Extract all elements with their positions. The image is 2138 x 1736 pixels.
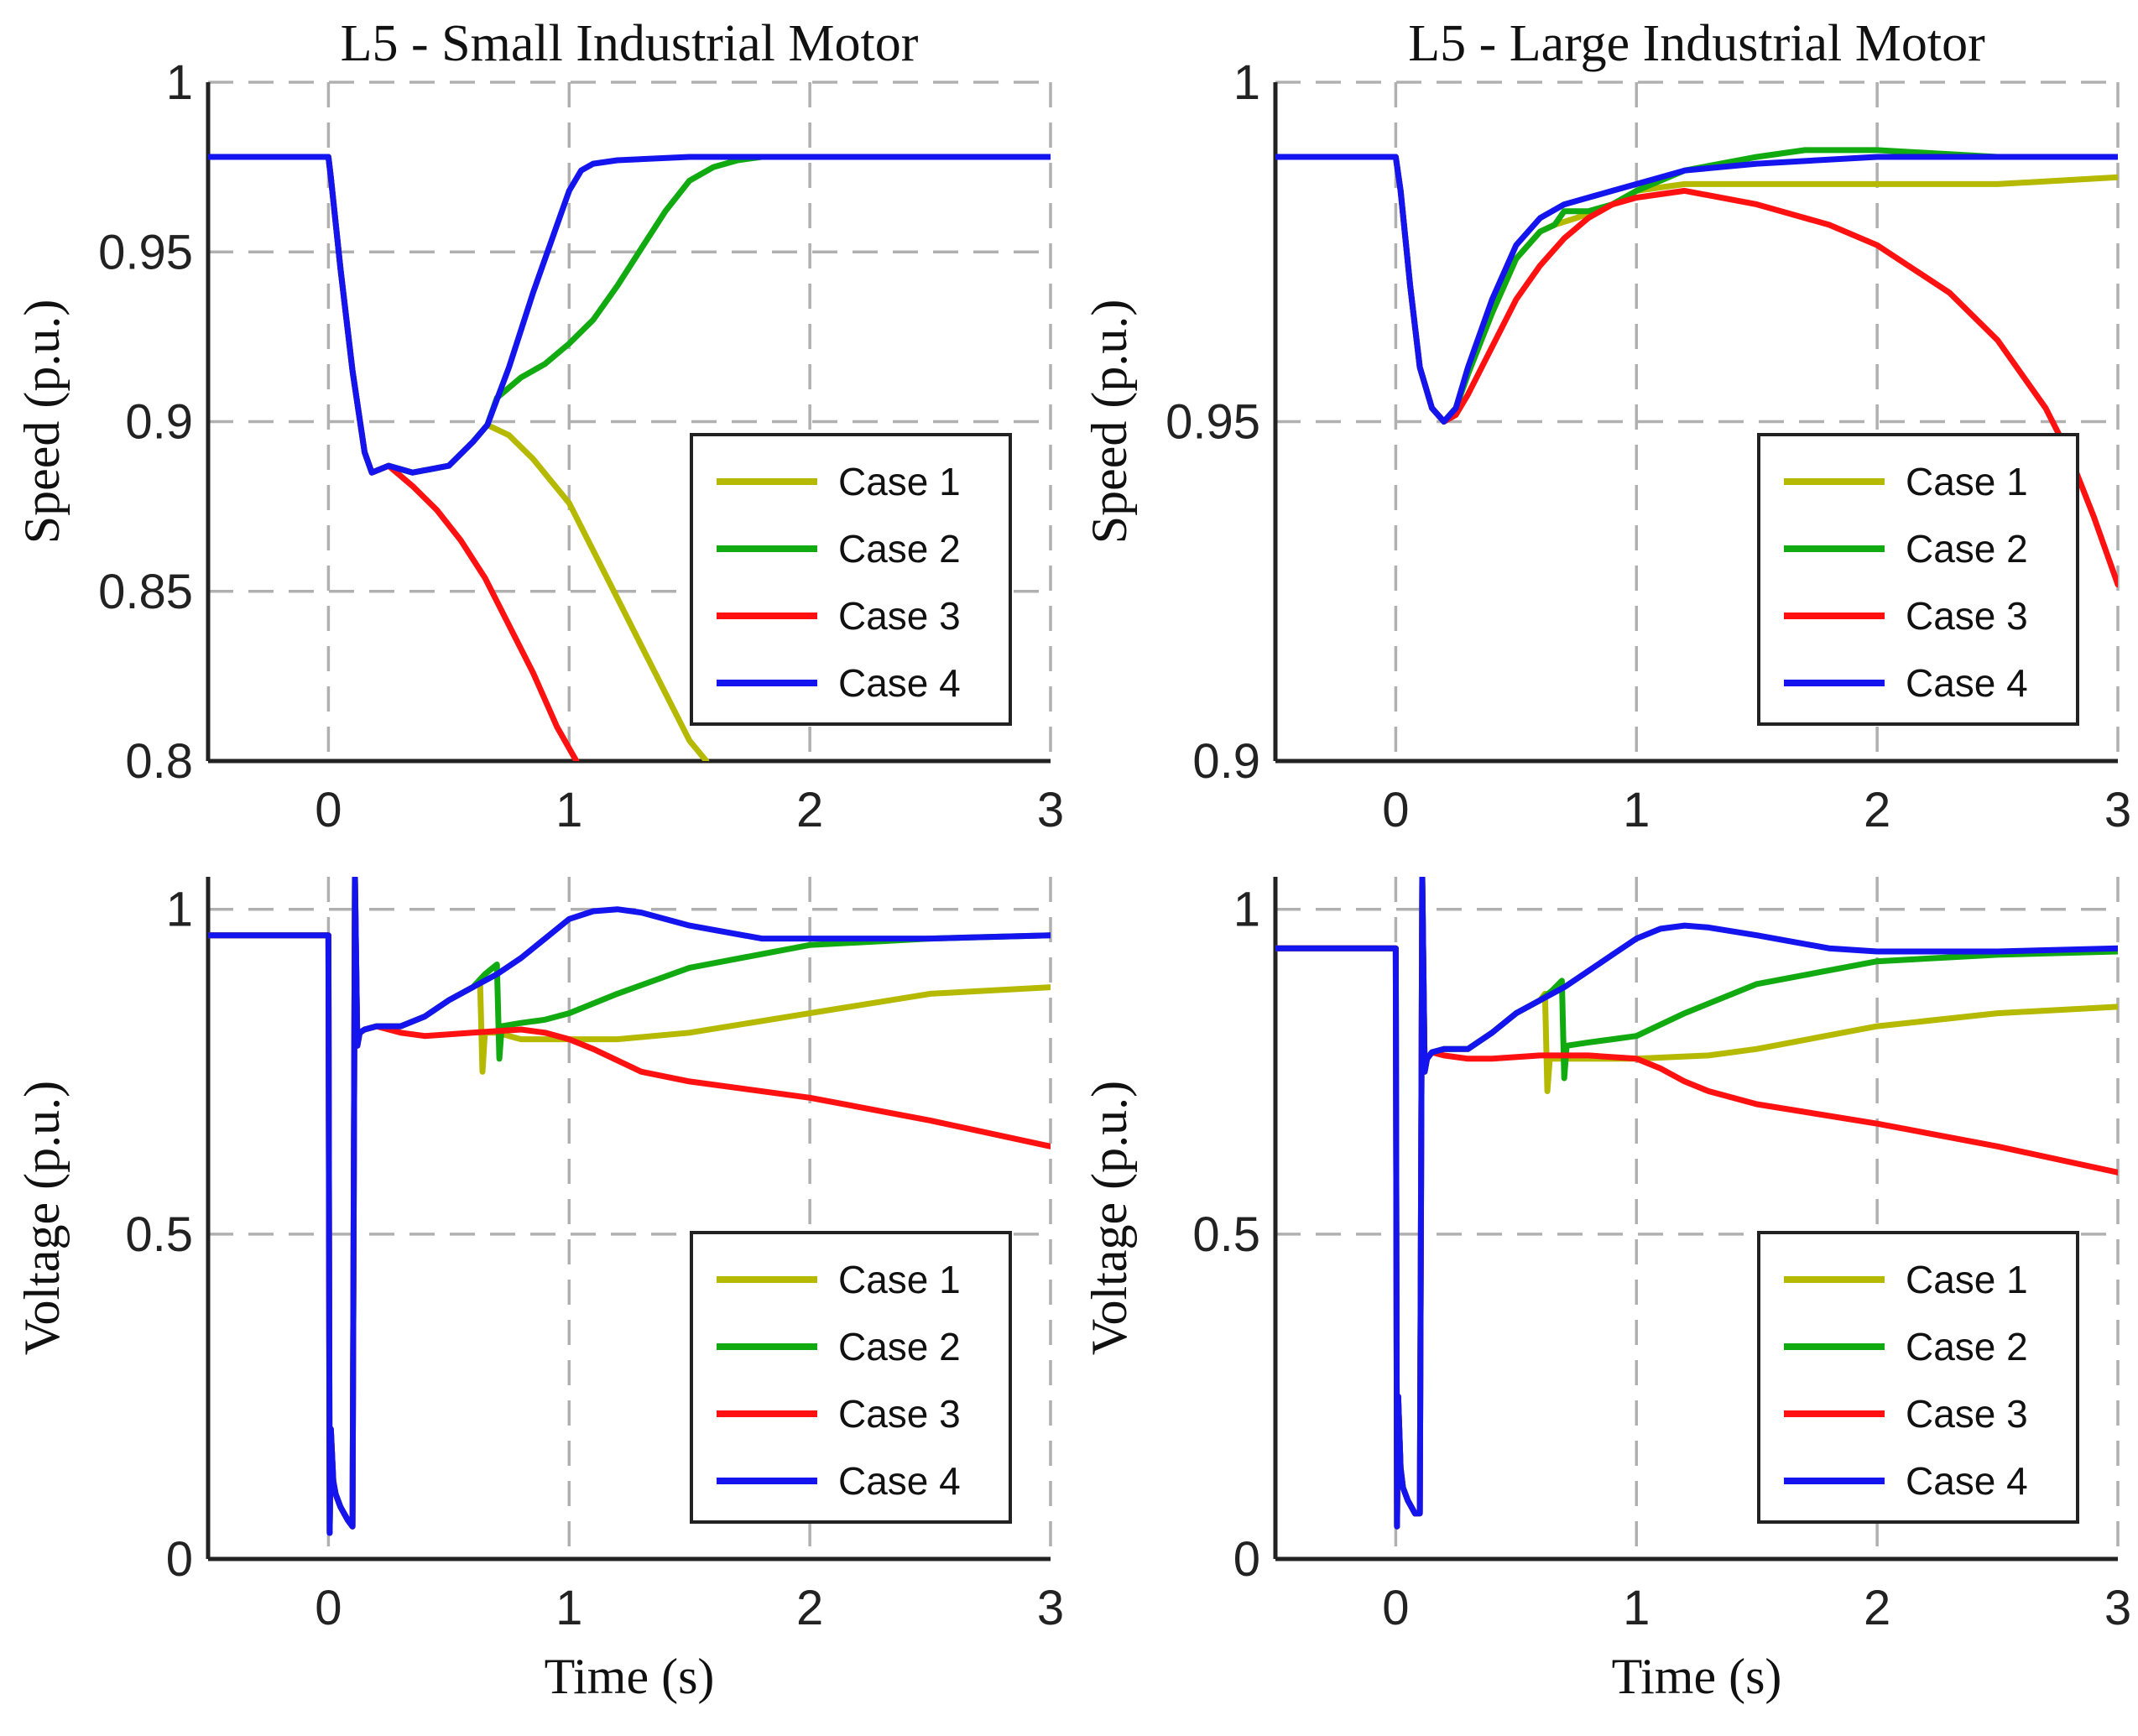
series-line-case-4 — [1275, 877, 2118, 1530]
x-tick-label: 2 — [796, 783, 823, 837]
legend: Case 1 Case 2 Case 3 Case 4 — [690, 1231, 1012, 1524]
legend-label: Case 2 — [838, 1325, 961, 1368]
x-axis-label: Time (s) — [545, 1649, 715, 1704]
series-line-case-3 — [208, 154, 580, 761]
series-group — [1275, 147, 2118, 588]
x-tick-label: 0 — [315, 1581, 342, 1635]
legend-label: Case 4 — [1906, 661, 2028, 705]
y-tick-label: 1 — [1233, 55, 1260, 110]
legend-label: Case 3 — [838, 1392, 961, 1436]
series-group — [208, 877, 1051, 1536]
chart-title: L5 - Large Industrial Motor — [1408, 15, 1985, 72]
y-axis-label: Voltage (p.u.) — [14, 1081, 70, 1355]
legend-label: Case 2 — [1906, 1325, 2028, 1368]
chart-panel-1: 0 1 2 3 0.8 0.85 0.9 0.95 1 L5 - Small Industrial… — [14, 15, 1064, 837]
legend-label: Case 3 — [838, 594, 961, 638]
series-line-case-4 — [208, 877, 1051, 1536]
chart-title: L5 - Small Industrial Motor — [341, 15, 919, 72]
x-tick-label: 1 — [1623, 783, 1650, 837]
series-group — [208, 154, 1051, 761]
y-tick-label: 0.9 — [1192, 734, 1260, 789]
y-tick-label: 0.5 — [1192, 1207, 1260, 1262]
legend-label: Case 4 — [838, 1459, 961, 1503]
y-tick-label: 0.9 — [125, 395, 193, 450]
y-tick-label: 1 — [1233, 883, 1260, 937]
legend: Case 1 Case 2 Case 3 Case 4 — [690, 433, 1012, 726]
x-tick-label: 3 — [1037, 1581, 1064, 1635]
chart-panel-2: 0 1 2 3 0.9 0.95 1 L5 - Large Industrial Motor S… — [1082, 15, 2131, 837]
legend-label: Case 2 — [1906, 527, 2028, 571]
y-tick-label: 0.8 — [125, 734, 193, 789]
legend-label: Case 1 — [838, 460, 961, 503]
y-axis-label: Speed (p.u.) — [1082, 300, 1137, 545]
x-tick-label: 0 — [1382, 1581, 1409, 1635]
y-tick-label: 1 — [166, 55, 193, 110]
y-tick-label: 0.95 — [1165, 395, 1260, 450]
x-tick-label: 2 — [796, 1581, 823, 1635]
y-axis-label: Speed (p.u.) — [14, 300, 70, 545]
legend-label: Case 2 — [838, 527, 961, 571]
x-tick-label: 0 — [1382, 783, 1409, 837]
y-axis-label: Voltage (p.u.) — [1082, 1081, 1137, 1355]
x-tick-label: 1 — [555, 1581, 582, 1635]
x-tick-label: 3 — [2104, 1581, 2131, 1635]
legend-label: Case 1 — [1906, 1258, 2028, 1301]
x-tick-label: 2 — [1864, 1581, 1890, 1635]
legend-label: Case 4 — [1906, 1459, 2028, 1503]
legend-label: Case 3 — [1906, 594, 2028, 638]
legend-label: Case 3 — [1906, 1392, 2028, 1436]
legend: Case 1 Case 2 Case 3 Case 4 — [1757, 1231, 2079, 1524]
x-axis-label: Time (s) — [1612, 1649, 1782, 1704]
x-tick-label: 3 — [1037, 783, 1064, 837]
y-tick-label: 0.85 — [98, 565, 193, 619]
y-tick-label: 0 — [166, 1532, 193, 1587]
x-tick-label: 3 — [2104, 783, 2131, 837]
legend-label: Case 4 — [838, 661, 961, 705]
legend: Case 1 Case 2 Case 3 Case 4 — [1757, 433, 2079, 726]
series-line-case-4 — [1275, 154, 2118, 425]
y-tick-label: 1 — [166, 883, 193, 937]
y-tick-label: 0 — [1233, 1532, 1260, 1587]
legend-label: Case 1 — [1906, 460, 2028, 503]
series-group — [1275, 877, 2118, 1530]
legend-label: Case 1 — [838, 1258, 961, 1301]
y-tick-label: 0.95 — [98, 225, 193, 279]
x-tick-label: 0 — [315, 783, 342, 837]
series-line-case-4 — [208, 154, 1051, 476]
x-tick-label: 1 — [1623, 1581, 1650, 1635]
y-tick-label: 0.5 — [125, 1207, 193, 1262]
x-tick-label: 2 — [1864, 783, 1890, 837]
x-tick-label: 1 — [555, 783, 582, 837]
